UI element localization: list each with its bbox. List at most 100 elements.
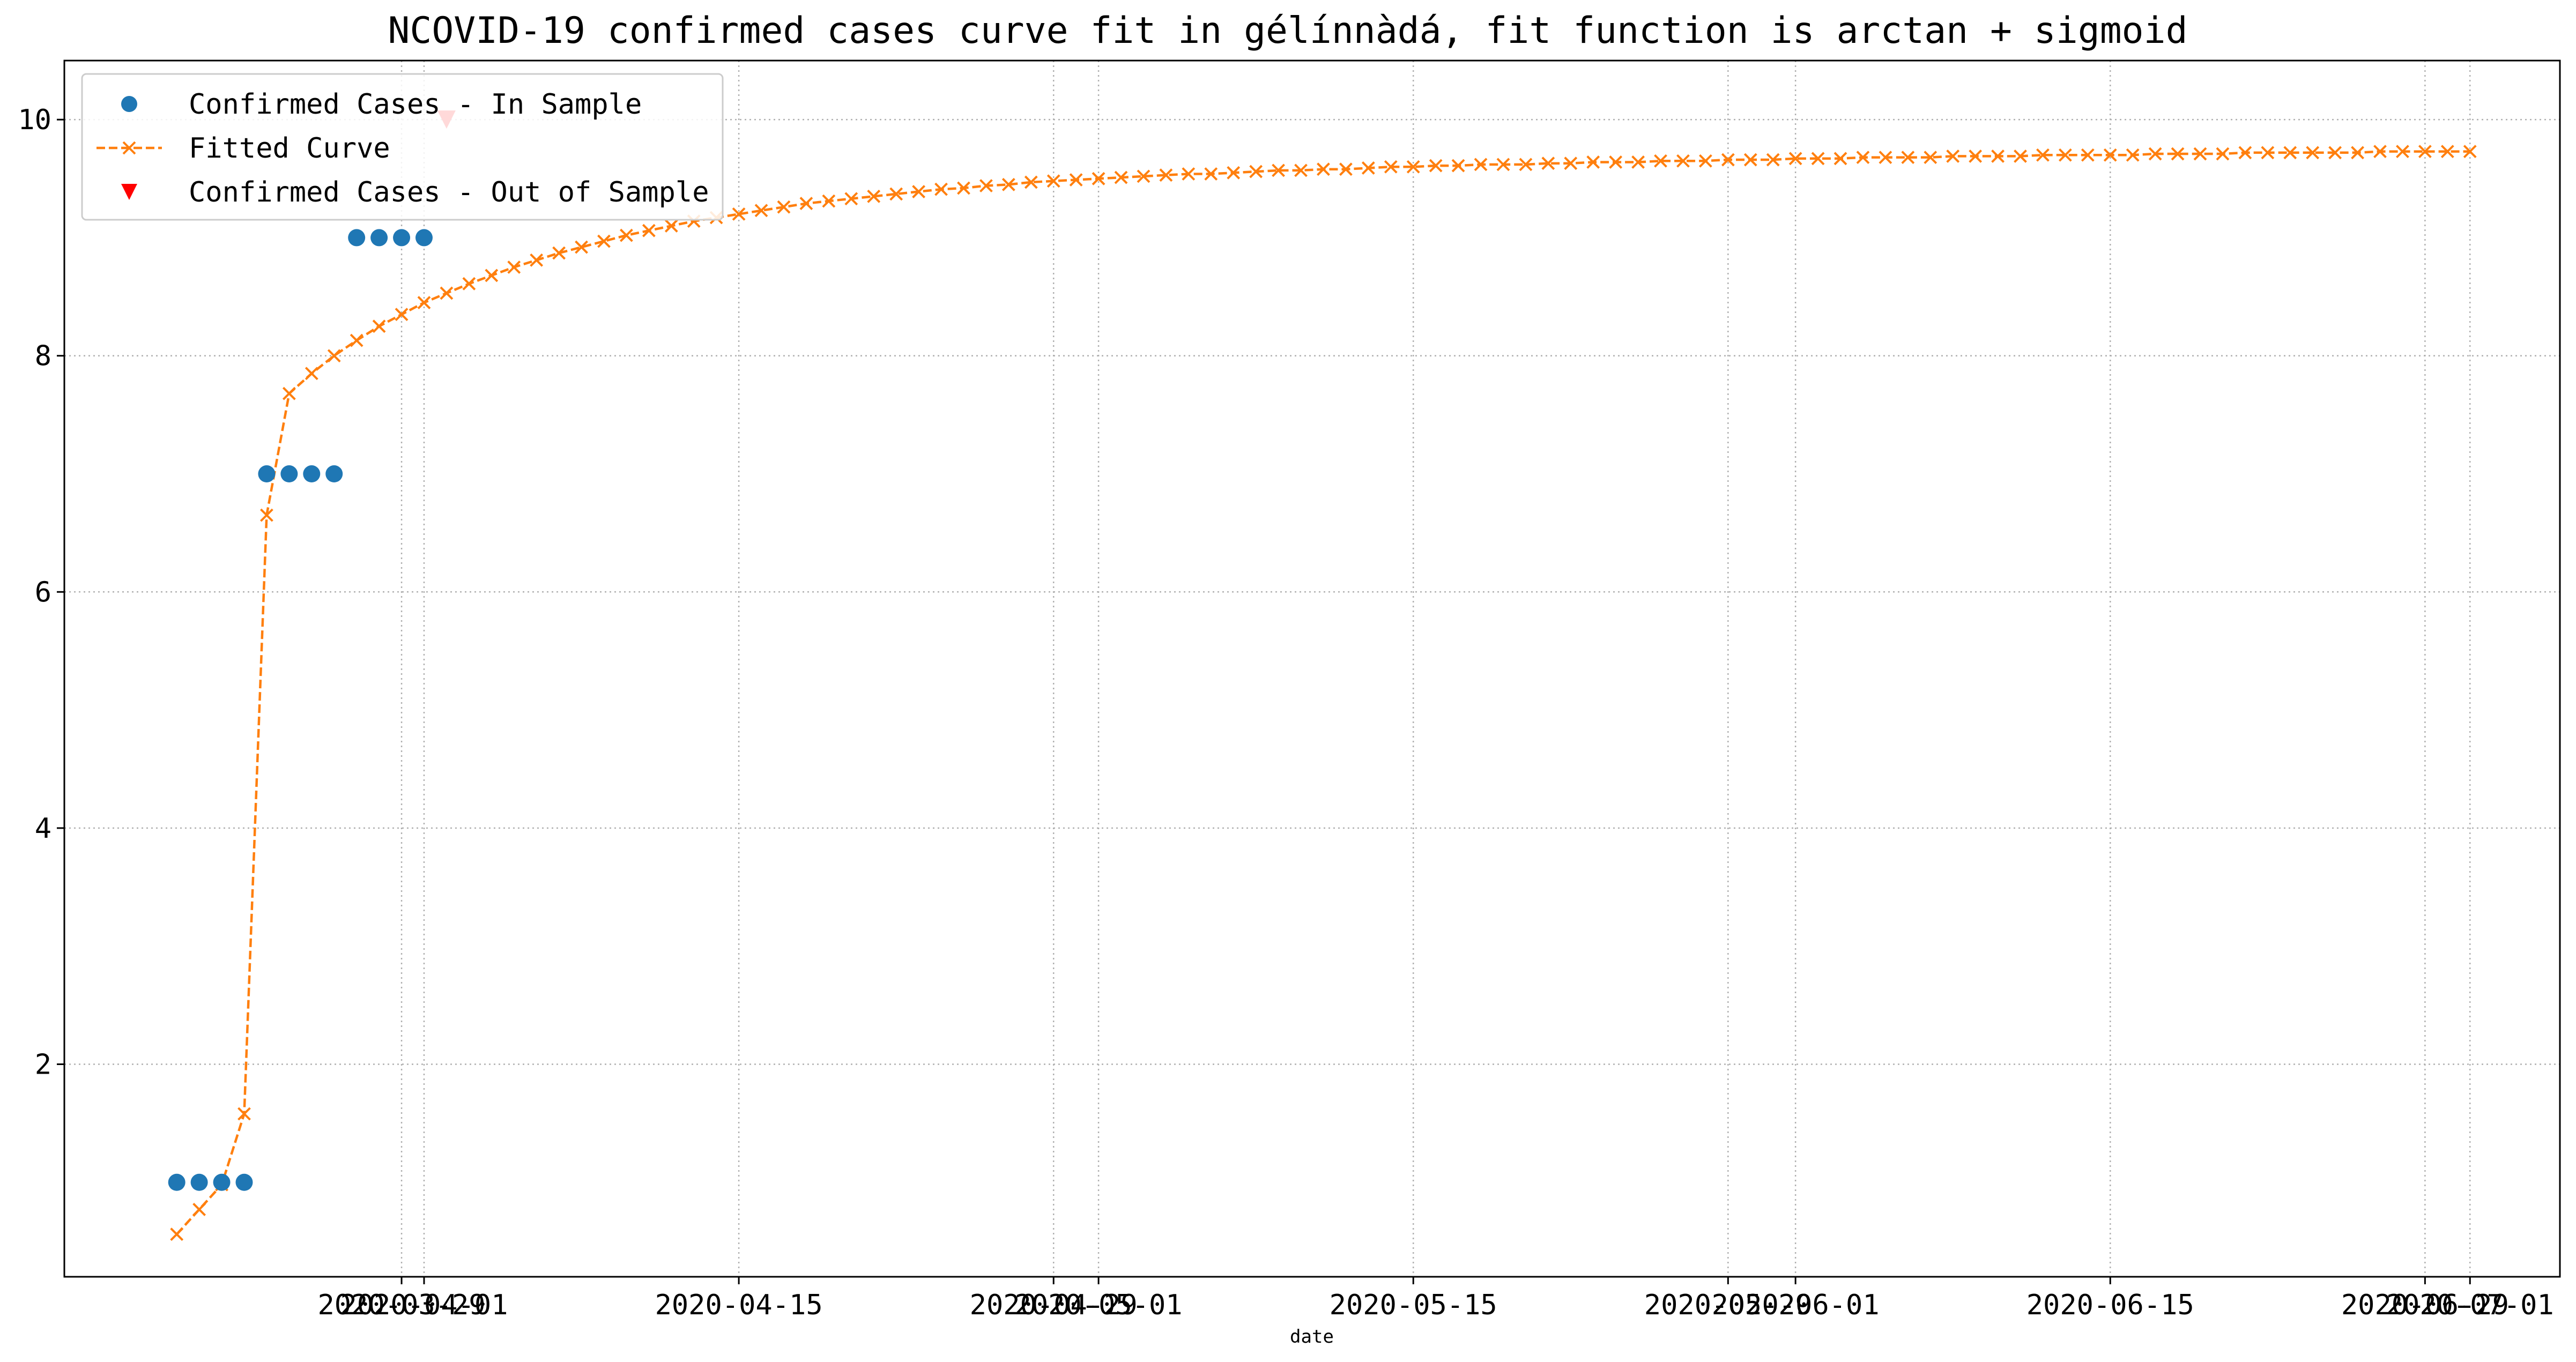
legend-marker-in-sample [121, 96, 137, 112]
fitted-curve-point [1429, 159, 1443, 173]
fitted-curve-point [1991, 150, 2005, 163]
y-tick-label: 2 [35, 1048, 51, 1081]
fitted-curve-point [237, 1107, 251, 1121]
fitted-curve-point [192, 1203, 206, 1216]
fitted-curve-point [1204, 167, 1218, 181]
in-sample-point [280, 465, 298, 483]
fitted-curve-point [777, 200, 791, 214]
x-tick-label: 2020-06-29 [2341, 1289, 2509, 1321]
x-tick-label: 2020-05-01 [1015, 1289, 1183, 1321]
x-tick-label: 2020-04-01 [340, 1289, 508, 1321]
fitted-curve-point [1833, 152, 1847, 166]
fitted-curve-point [664, 219, 678, 233]
plot-frame [63, 59, 2561, 1278]
fitted-curve-point [1496, 158, 1510, 172]
fitted-curve-point [1001, 177, 1015, 191]
fitted-curve-point [2440, 145, 2454, 159]
chart-title: NCOVID-19 confirmed cases curve fit in g… [388, 10, 2187, 52]
fitted-curve-point [417, 296, 431, 310]
in-sample-point [325, 465, 343, 483]
in-sample-point [415, 229, 433, 247]
fitted-curve-point [620, 228, 633, 242]
fitted-curve-point [2396, 145, 2409, 159]
fitted-curve-point [1631, 155, 1645, 169]
in-sample-point [235, 1173, 253, 1191]
in-sample-point [213, 1173, 231, 1191]
fitted-curve-point [1721, 153, 1735, 167]
fitted-curve-point [1969, 150, 1983, 163]
y-tick-label: 10 [18, 104, 51, 136]
fitted-curve-point [1788, 152, 1802, 166]
fitted-curve-point [1946, 150, 1960, 163]
fitted-curve-point [2418, 145, 2432, 159]
x-tick-label: 2020-04-29 [970, 1289, 1138, 1321]
fitted-curve-point [979, 179, 993, 192]
fitted-curve-point [1384, 160, 1398, 174]
fitted-curve-point [2306, 146, 2320, 160]
fitted-curve-point [1069, 173, 1083, 187]
fitted-curve-point [822, 194, 836, 208]
fitted-curve-point [1114, 170, 1128, 184]
fitted-curve-point [799, 197, 813, 210]
x-tick-label: 2020-06-15 [2026, 1289, 2194, 1321]
fitted-curve-point [934, 182, 948, 196]
fitted-curve-point [1743, 153, 1757, 167]
fitted-curve-point [2216, 147, 2230, 161]
fitted-curve-point [2081, 148, 2095, 162]
fitted-curve-point [327, 349, 341, 363]
fitted-curve-point [485, 269, 499, 282]
fitted-curve-point [957, 181, 970, 195]
x-tick-label: 2020-03-29 [318, 1289, 486, 1321]
in-sample-point [370, 229, 388, 247]
fitted-curve-point [754, 204, 768, 218]
fitted-curve-point [2148, 147, 2162, 161]
fitted-curve-point [1024, 175, 1038, 189]
fitted-curve-point [732, 207, 746, 221]
fitted-curve-point [1046, 174, 1060, 188]
fitted-curve-point [597, 234, 611, 248]
fitted-curve-point [1519, 158, 1533, 172]
fitted-curve-point [867, 189, 881, 203]
in-sample-point [168, 1173, 185, 1191]
legend-marker-fitted [122, 141, 136, 155]
fitted-curve-point [1474, 158, 1488, 172]
x-tick-label: 2020-07-01 [2386, 1289, 2554, 1321]
fitted-curve-point [1766, 153, 1780, 167]
fitted-curve-point [1609, 155, 1623, 169]
fitted-curve-point [1654, 154, 1667, 168]
fitted-curve-point [2014, 150, 2027, 163]
fitted-curve-point [1339, 162, 1353, 176]
in-sample-point [303, 465, 321, 483]
fitted-curve-point [552, 246, 566, 260]
fitted-curve-point [844, 192, 858, 206]
fitted-curve-point [642, 224, 656, 237]
fitted-curve-point [1586, 155, 1600, 169]
fitted-curve-point [1811, 152, 1825, 166]
fitted-curve-point [350, 333, 363, 347]
fitted-curve-point [575, 240, 588, 254]
fitted-curve-point [2058, 148, 2072, 162]
in-sample-point [190, 1173, 208, 1191]
fitted-curve-point [2193, 147, 2207, 161]
legend: Confirmed Cases - In Sample Fitted Curve C… [81, 73, 724, 221]
fitted-curve-point [1901, 151, 1915, 165]
x-tick-label: 2020-04-15 [655, 1289, 823, 1321]
fitted-curve-point [2238, 146, 2252, 160]
y-tick-label: 6 [35, 576, 51, 608]
fitted-curve-point [2171, 147, 2185, 161]
fitted-curve-point [1698, 154, 1712, 168]
fitted-curve-point [372, 319, 386, 333]
fitted-curve-point [1317, 162, 1330, 176]
fitted-curve-point [1924, 151, 1937, 165]
fitted-curve-point [1182, 167, 1196, 181]
x-axis-label: date [1290, 1326, 1334, 1348]
fitted-curve-point [1159, 168, 1173, 182]
fitted-curve-point [305, 367, 318, 381]
fitted-curve-point [1227, 166, 1241, 180]
fitted-curve-point [2103, 148, 2117, 162]
x-tick-label: 2020-05-29 [1644, 1289, 1812, 1321]
legend-box [81, 73, 724, 221]
fitted-curve-point [2463, 145, 2477, 159]
